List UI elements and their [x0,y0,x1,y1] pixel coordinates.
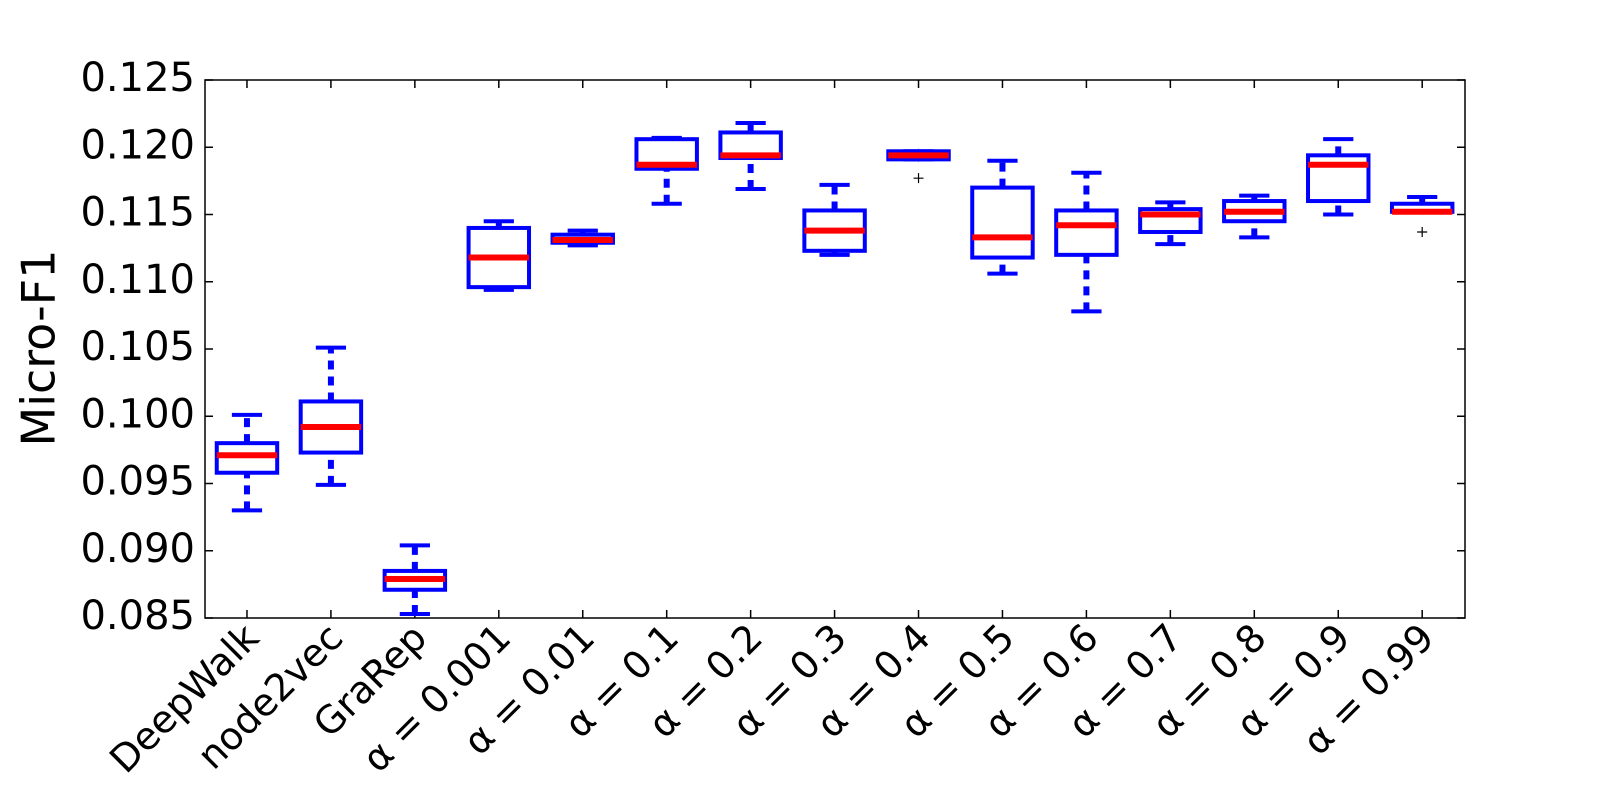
box [1306,153,1371,204]
y-tick-label: 0.120 [80,122,195,168]
box [634,137,699,171]
y-tick-label: 0.115 [80,190,195,236]
flier [1417,226,1428,237]
flier [913,173,924,184]
box [1138,207,1203,234]
y-tick-label: 0.095 [80,459,195,505]
y-tick-label: 0.125 [80,55,195,101]
box [1054,208,1119,257]
plot-frame [204,79,1466,619]
y-tick-label: 0.085 [80,593,195,639]
y-tick-label: 0.100 [80,391,195,437]
box [970,185,1035,260]
y-tick-label: 0.105 [80,324,195,370]
y-tick-label: 0.110 [80,257,195,303]
y-axis-label: Micro-F1 [12,250,66,447]
y-tick-label: 0.090 [80,526,195,572]
